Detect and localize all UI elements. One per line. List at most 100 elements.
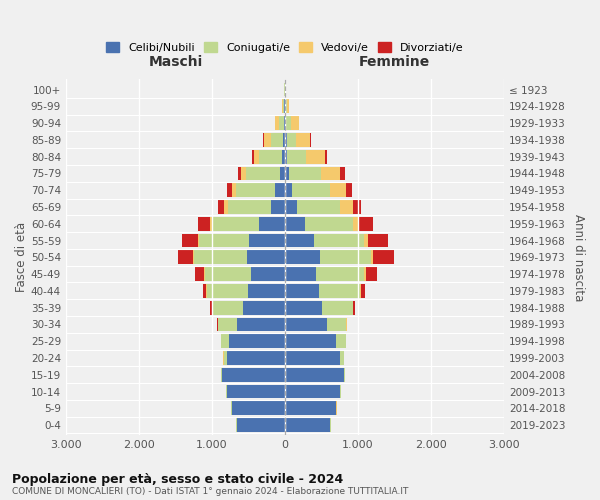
Y-axis label: Anni di nascita: Anni di nascita bbox=[572, 214, 585, 301]
Bar bbox=[248, 284, 285, 298]
Bar bbox=[320, 250, 371, 264]
Bar bbox=[314, 234, 364, 247]
Bar bbox=[336, 334, 346, 348]
Bar bbox=[282, 100, 283, 113]
Bar bbox=[285, 133, 287, 147]
Bar bbox=[232, 402, 285, 415]
Bar bbox=[285, 234, 314, 247]
Bar bbox=[353, 301, 355, 314]
Bar bbox=[296, 133, 310, 147]
Bar bbox=[275, 184, 285, 197]
Bar bbox=[305, 217, 353, 230]
Bar bbox=[285, 402, 336, 415]
Bar bbox=[359, 217, 373, 230]
Bar bbox=[222, 368, 285, 382]
Bar bbox=[306, 150, 325, 164]
Bar bbox=[340, 200, 353, 214]
Bar bbox=[285, 351, 340, 365]
Bar bbox=[259, 217, 285, 230]
Bar bbox=[340, 351, 344, 365]
Bar bbox=[285, 368, 344, 382]
Bar bbox=[282, 150, 285, 164]
Bar bbox=[283, 133, 285, 147]
Text: Popolazione per età, sesso e stato civile - 2024: Popolazione per età, sesso e stato civil… bbox=[12, 472, 343, 486]
Bar bbox=[285, 200, 298, 214]
Y-axis label: Fasce di età: Fasce di età bbox=[15, 222, 28, 292]
Bar bbox=[353, 217, 359, 230]
Bar bbox=[346, 184, 352, 197]
Bar bbox=[271, 200, 285, 214]
Bar bbox=[322, 301, 353, 314]
Bar bbox=[364, 234, 368, 247]
Bar bbox=[320, 166, 340, 180]
Bar bbox=[246, 166, 280, 180]
Bar bbox=[289, 166, 320, 180]
Bar bbox=[259, 150, 282, 164]
Bar bbox=[310, 133, 311, 147]
Bar bbox=[211, 217, 212, 230]
Bar bbox=[353, 200, 361, 214]
Bar bbox=[271, 133, 283, 147]
Bar bbox=[224, 351, 227, 365]
Bar bbox=[218, 200, 224, 214]
Bar bbox=[251, 267, 285, 281]
Bar bbox=[285, 150, 287, 164]
Bar bbox=[287, 100, 289, 113]
Bar bbox=[198, 217, 211, 230]
Bar bbox=[287, 150, 306, 164]
Bar bbox=[221, 334, 229, 348]
Bar bbox=[285, 250, 320, 264]
Bar bbox=[279, 116, 284, 130]
Bar bbox=[285, 334, 336, 348]
Bar bbox=[241, 166, 246, 180]
Bar bbox=[298, 200, 340, 214]
Bar bbox=[205, 267, 251, 281]
Bar bbox=[228, 200, 271, 214]
Bar bbox=[368, 234, 388, 247]
Bar bbox=[284, 116, 285, 130]
Text: Maschi: Maschi bbox=[148, 56, 203, 70]
Bar bbox=[237, 318, 285, 332]
Bar bbox=[212, 217, 259, 230]
Bar bbox=[283, 100, 284, 113]
Bar bbox=[285, 166, 289, 180]
Bar bbox=[227, 351, 285, 365]
Text: Femmine: Femmine bbox=[359, 56, 430, 70]
Bar bbox=[365, 267, 377, 281]
Bar bbox=[212, 301, 242, 314]
Bar bbox=[285, 318, 327, 332]
Bar bbox=[371, 250, 373, 264]
Bar bbox=[199, 234, 249, 247]
Bar bbox=[224, 200, 228, 214]
Text: COMUNE DI MONCALIERI (TO) - Dati ISTAT 1° gennaio 2024 - Elaborazione TUTTITALIA: COMUNE DI MONCALIERI (TO) - Dati ISTAT 1… bbox=[12, 488, 409, 496]
Bar bbox=[285, 301, 322, 314]
Bar bbox=[340, 166, 345, 180]
Bar bbox=[285, 384, 340, 398]
Bar bbox=[254, 150, 259, 164]
Bar bbox=[217, 318, 218, 332]
Bar bbox=[280, 166, 285, 180]
Bar bbox=[287, 133, 296, 147]
Bar bbox=[238, 166, 241, 180]
Bar bbox=[195, 267, 204, 281]
Bar bbox=[242, 301, 285, 314]
Bar bbox=[286, 100, 287, 113]
Bar bbox=[360, 284, 361, 298]
Bar bbox=[237, 418, 285, 432]
Bar bbox=[325, 150, 326, 164]
Legend: Celibi/Nubili, Coniugati/e, Vedovi/e, Divorziati/e: Celibi/Nubili, Coniugati/e, Vedovi/e, Di… bbox=[103, 39, 467, 56]
Bar bbox=[285, 116, 286, 130]
Bar bbox=[330, 184, 346, 197]
Bar bbox=[364, 267, 365, 281]
Bar bbox=[227, 384, 285, 398]
Bar bbox=[229, 334, 285, 348]
Bar bbox=[227, 184, 232, 197]
Bar bbox=[275, 116, 279, 130]
Bar bbox=[361, 284, 365, 298]
Bar bbox=[221, 368, 222, 382]
Bar bbox=[286, 116, 291, 130]
Bar bbox=[285, 267, 316, 281]
Bar bbox=[249, 234, 285, 247]
Bar bbox=[292, 184, 330, 197]
Bar bbox=[263, 133, 264, 147]
